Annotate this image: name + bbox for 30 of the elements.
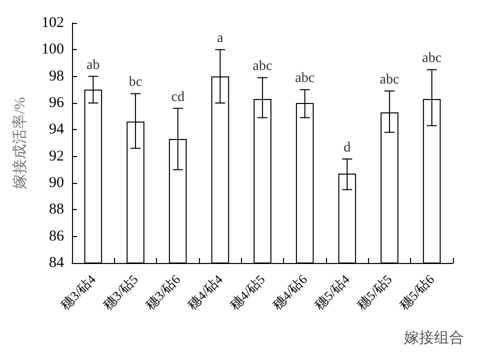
y-tick-label: 98: [49, 68, 64, 84]
annotation: abc: [295, 71, 315, 86]
annotation: d: [344, 140, 351, 156]
annotation: abc: [252, 59, 272, 74]
x-axis-title: 嫁接组合: [404, 330, 464, 346]
y-tick-label: 102: [42, 15, 64, 31]
annotation: bc: [128, 75, 142, 90]
x-tick-label: 穗3/砧5: [100, 272, 141, 312]
x-tick-label: 穗4/砧5: [227, 272, 268, 312]
annotation: a: [217, 31, 224, 46]
y-tick-label: 86: [49, 228, 64, 244]
x-tick-label: 穗4/砧4: [184, 271, 226, 312]
y-tick-label: 88: [49, 202, 64, 218]
x-tick-label: 穗4/砧6: [269, 271, 310, 312]
y-axis-title: 嫁接成活率/%: [12, 97, 28, 189]
y-tick-label: 96: [49, 95, 64, 111]
y-tick-label: 94: [49, 122, 64, 138]
x-tick-label: 穗3/砧4: [58, 271, 99, 312]
annotation: abc: [380, 72, 400, 88]
y-tick-label: 92: [49, 148, 64, 164]
y-tick-label: 84: [49, 255, 64, 271]
y-tick-label: 90: [49, 175, 64, 191]
x-tick-label: 穗3/砧6: [142, 271, 184, 312]
annotation: ab: [86, 58, 100, 73]
annotation: abc: [422, 51, 442, 66]
x-tick-label: 穗5/砧5: [354, 272, 395, 312]
annotation: cd: [171, 90, 184, 105]
x-tick-label: 穗5/砧4: [312, 271, 353, 312]
x-tick-label: 穗5/砧6: [396, 271, 438, 312]
y-tick-label: 100: [42, 42, 64, 58]
